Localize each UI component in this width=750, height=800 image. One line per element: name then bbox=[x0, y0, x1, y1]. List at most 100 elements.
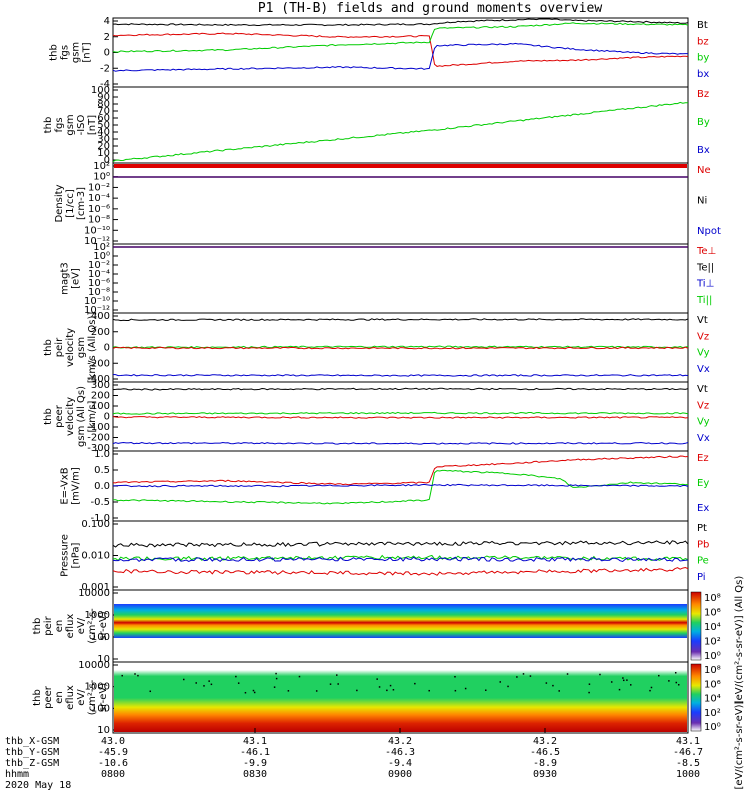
ylabel-line: eflux bbox=[65, 685, 76, 710]
ylabel-line: [nT] bbox=[82, 42, 93, 62]
ytick-label: 400 bbox=[91, 311, 110, 322]
ylabel-line: fgs bbox=[54, 117, 65, 132]
panel-ylabel: thbpeerenefluxeV/(cm²-s-sr-eV) bbox=[32, 679, 109, 715]
xaxis-value: 0830 bbox=[243, 769, 267, 780]
ytick-label: 10 bbox=[97, 725, 110, 736]
xaxis-value: 43.1 bbox=[243, 736, 267, 747]
ytick-label: 10² bbox=[93, 242, 110, 253]
spectrogram-speck bbox=[545, 682, 548, 684]
xaxis-value: -46.1 bbox=[240, 747, 270, 758]
ion-spectrogram-band bbox=[114, 604, 687, 638]
panel-frame bbox=[112, 162, 689, 245]
ylabel-line: thb bbox=[43, 339, 54, 356]
legend-vz: Vz bbox=[697, 400, 709, 411]
legend-bx: Bx bbox=[697, 145, 710, 156]
legend-pt: Pt bbox=[697, 523, 707, 534]
panel-6: E=-VxB[mV/m] 1.0 0.5 0.0 -0.5 -1.0 Ez Ey Ex bbox=[60, 449, 710, 524]
ylabel-line: [nT] bbox=[87, 115, 98, 135]
spectrogram-speck bbox=[386, 689, 388, 692]
xaxis-row-label: thb_Z-GSM bbox=[5, 758, 59, 769]
spectrogram-speck bbox=[675, 681, 678, 684]
series-pi bbox=[112, 556, 689, 563]
spectrogram-speck bbox=[552, 684, 554, 687]
spectrogram-speck bbox=[588, 691, 590, 694]
xaxis-value: -8.5 bbox=[676, 758, 700, 769]
panel-ylabel: thbpeirvelocitygsm[km/s (All Qs)] bbox=[43, 312, 98, 384]
ytick-label: 10 bbox=[97, 148, 110, 159]
colorbar-tick: 10² bbox=[704, 637, 721, 648]
electron-spectrogram-band bbox=[114, 670, 687, 732]
colorbar-tick: 10⁸ bbox=[704, 665, 721, 676]
legend-ey: Ey bbox=[697, 478, 709, 489]
spectrogram-speck bbox=[252, 689, 255, 692]
series-vt bbox=[112, 387, 689, 391]
spectrogram-speck bbox=[588, 683, 591, 685]
spectrogram-speck bbox=[618, 688, 621, 691]
xaxis-value: 43.2 bbox=[533, 736, 557, 747]
ytick-label: 0.100 bbox=[81, 519, 110, 530]
legend-te⊥: Te⊥ bbox=[696, 246, 716, 257]
series-vy bbox=[112, 411, 689, 415]
ylabel-line: eV/ bbox=[76, 689, 87, 706]
spectrogram-speck bbox=[622, 677, 624, 679]
xaxis-value: 1000 bbox=[676, 769, 700, 780]
xaxis-value: 0900 bbox=[388, 769, 412, 780]
legend-vt: Vt bbox=[697, 315, 708, 326]
ytick-label: 10⁻⁸ bbox=[88, 287, 110, 298]
colorbar-overall-label: [eV/(cm²-s-sr-eV)] bbox=[734, 700, 745, 789]
legend-bz: bz bbox=[697, 36, 709, 47]
xaxis-value: -10.6 bbox=[98, 758, 128, 769]
legend-vz: Vz bbox=[697, 331, 709, 342]
spectrogram-speck bbox=[629, 684, 632, 686]
ytick-label: 10⁰ bbox=[93, 251, 110, 262]
spectrogram-speck bbox=[315, 690, 318, 692]
ylabel-line: sr-eV) bbox=[98, 683, 109, 712]
colorbar-tick: 10⁰ bbox=[704, 722, 721, 733]
colorbar-tick: 10² bbox=[704, 708, 721, 719]
panel-ylabel: thbpeirenefluxeV/(cm²-s-sr-eV) bbox=[32, 608, 109, 644]
ytick-label: 10⁻⁴ bbox=[88, 193, 110, 204]
ylabel-line: Density bbox=[54, 184, 65, 222]
legend-bx: bx bbox=[697, 69, 709, 80]
ylabel-line: [mV/m] bbox=[71, 467, 82, 505]
spectrogram-speck bbox=[658, 674, 660, 677]
ytick-label: 10⁻¹² bbox=[84, 305, 110, 316]
ytick-label: 10⁻⁴ bbox=[88, 269, 110, 280]
spectrogram-speck bbox=[414, 682, 416, 685]
ytick-label: 0 bbox=[104, 343, 110, 354]
ytick-label: 100 bbox=[91, 632, 110, 643]
spectrogram-speck bbox=[208, 680, 210, 682]
spectrogram-speck bbox=[668, 680, 670, 682]
spectrogram-speck bbox=[378, 686, 381, 688]
spectrogram-speck bbox=[210, 683, 213, 686]
spectrogram-speck bbox=[337, 683, 339, 685]
xaxis-value: -46.7 bbox=[673, 747, 703, 758]
panel-7: Pressure[nPa] 0.100 0.010 0.001 Pt Pb Pe Pi bbox=[60, 519, 710, 593]
xaxis-date: 2020 May 18 bbox=[5, 780, 71, 791]
panel-0: thbfgsgsm[nT] 4 2 0 -2 -4 Bt bz by bx bbox=[49, 16, 710, 90]
colorbar-tick: 10⁶ bbox=[704, 679, 721, 690]
spectrogram-speck bbox=[244, 691, 247, 694]
spectrogram-speck bbox=[622, 679, 625, 682]
legend-bt: Bt bbox=[697, 20, 708, 31]
panel-1: thbfgsgsm-ISO[nT]1009080706050403020100B… bbox=[43, 85, 710, 166]
spectrogram-speck bbox=[273, 686, 276, 688]
ylabel-line: E=-VxB bbox=[60, 467, 71, 504]
spectrogram-speck bbox=[329, 683, 332, 685]
spectrogram-speck bbox=[454, 689, 457, 692]
ytick-label: 70 bbox=[97, 106, 110, 117]
panel-3: magt3[eV] 10²10⁰10⁻²10⁻⁴10⁻⁶10⁻⁸10⁻¹⁰10⁻¹… bbox=[60, 242, 717, 316]
density-band bbox=[114, 164, 687, 168]
ylabel-line: [eV] bbox=[71, 268, 82, 289]
ytick-label: 30 bbox=[97, 134, 110, 145]
spectrogram-speck bbox=[529, 675, 532, 677]
ytick-label: 10⁻¹⁰ bbox=[84, 225, 110, 236]
ytick-label: 10000 bbox=[78, 660, 110, 671]
spectrogram-speck bbox=[464, 687, 467, 690]
spectrogram-speck bbox=[507, 685, 509, 688]
legend-by: By bbox=[697, 117, 710, 128]
ylabel-line: velocity bbox=[65, 397, 76, 436]
legend-te||: Te|| bbox=[696, 262, 714, 273]
ylabel-line: [cm-3] bbox=[76, 187, 87, 220]
